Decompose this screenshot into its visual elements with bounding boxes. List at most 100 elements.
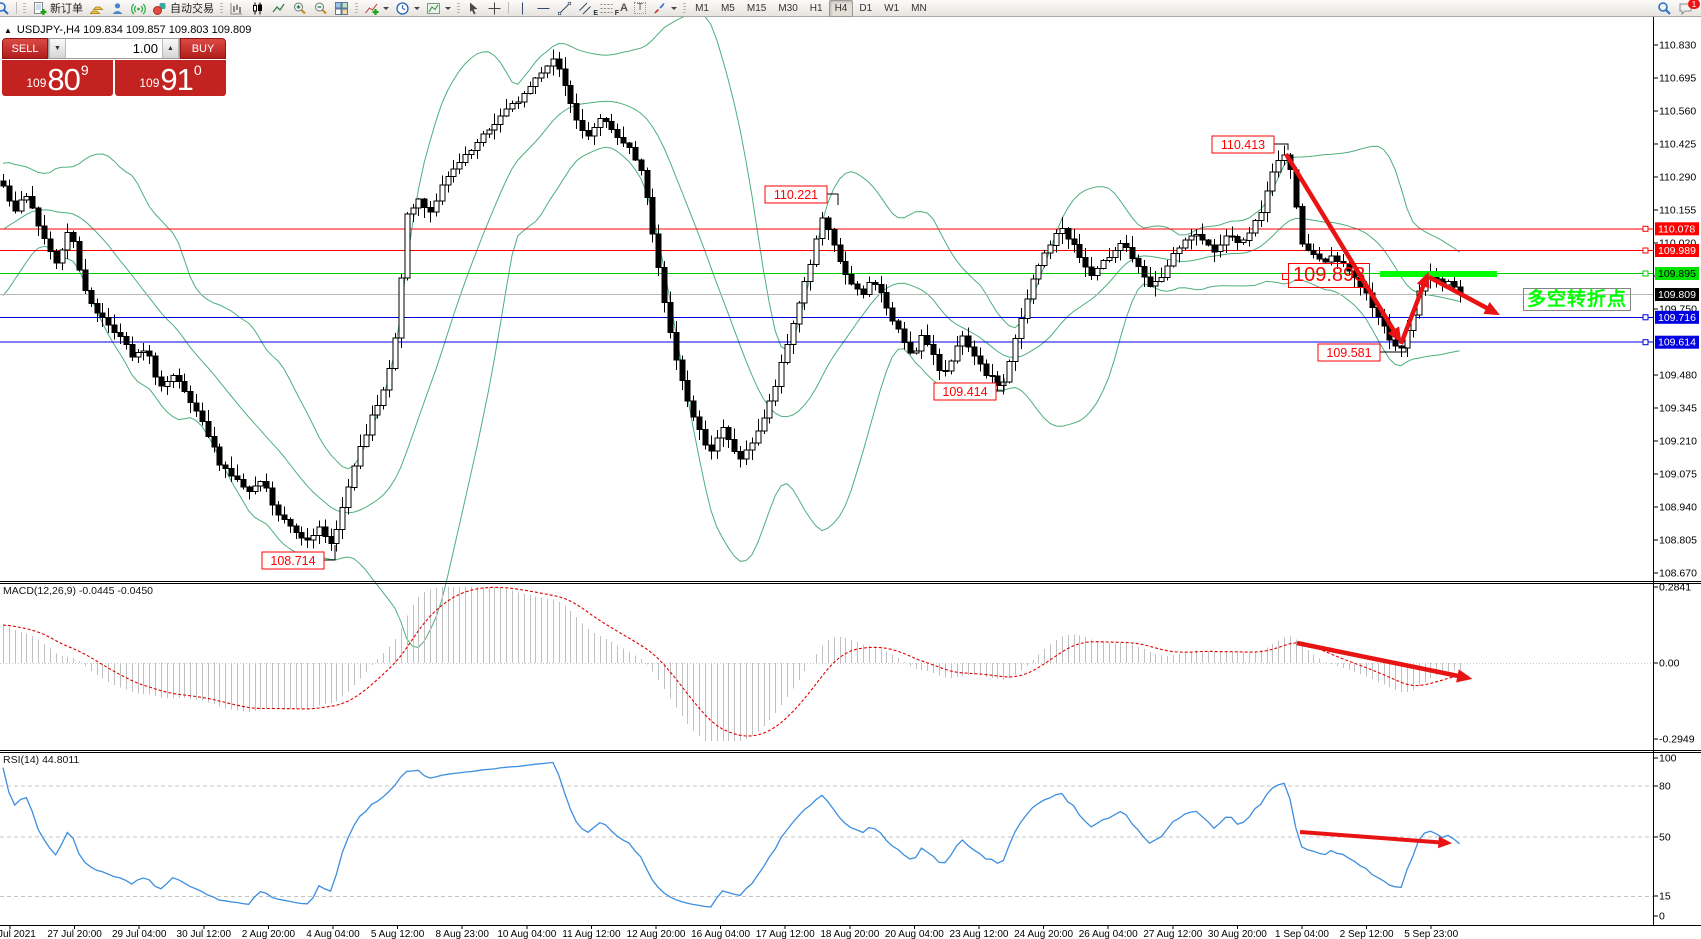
- chart-canvas[interactable]: 110.413 110.221 109.581 109.414 108.714 110.8…: [0, 17, 1701, 939]
- deposit-button[interactable]: [86, 0, 107, 16]
- autotrading-label: 自动交易: [170, 3, 214, 15]
- text-label-button[interactable]: T: [631, 0, 649, 16]
- trendline-button[interactable]: [554, 0, 575, 16]
- svg-text:15: 15: [1659, 891, 1671, 903]
- macd-indicator-title: MACD(12,26,9) -0.0445 -0.0450: [3, 585, 153, 597]
- svg-text:1 Sep 04:00: 1 Sep 04:00: [1275, 929, 1329, 939]
- sell-price-pips: 9: [80, 62, 89, 78]
- buy-price-display[interactable]: 109 91 0: [115, 60, 226, 96]
- sell-button[interactable]: SELL: [2, 38, 48, 59]
- zoom-in-icon: [294, 2, 306, 14]
- green-highlight-bar[interactable]: [1380, 271, 1497, 277]
- toolbar-grip: [355, 2, 358, 14]
- timeframe-mn-button[interactable]: MN: [911, 2, 927, 14]
- svg-text:5 Sep 23:00: 5 Sep 23:00: [1404, 929, 1458, 939]
- zoom-in-button[interactable]: [289, 0, 310, 16]
- pivot-price-annotation[interactable]: 109.893: [1281, 263, 1371, 288]
- svg-text:109.345: 109.345: [1659, 402, 1697, 414]
- timeframe-m15-button[interactable]: M15: [746, 2, 767, 14]
- line-chart-icon: [272, 3, 285, 12]
- trendline-icon: [557, 1, 571, 15]
- timeframe-h1-button[interactable]: H1: [809, 2, 823, 14]
- rsi-indicator-title: RSI(14) 44.8011: [3, 754, 80, 766]
- svg-text:109.581: 109.581: [1326, 346, 1371, 360]
- price-annotations[interactable]: 110.413 110.221 109.581 109.414 108.714: [261, 135, 1407, 570]
- toolbar-separator: [16, 2, 17, 14]
- chart-window: 110.413 110.221 109.581 109.414 108.714 110.8…: [0, 17, 1701, 939]
- macd-trend-arrow[interactable]: [1296, 640, 1473, 683]
- templates-button[interactable]: [423, 0, 454, 16]
- autotrading-button[interactable]: 自动交易: [149, 0, 217, 16]
- indicators-button[interactable]: [361, 0, 392, 16]
- channel-label: E: [593, 10, 598, 17]
- chart-candles-button[interactable]: [247, 0, 268, 16]
- main-toolbar: 新订单 自动交易: [0, 0, 1701, 17]
- svg-text:110.078: 110.078: [1658, 223, 1695, 235]
- time-axis[interactable]: 26 Jul 2021 27 Jul 20:00 29 Jul 04:00 30 Ju…: [0, 925, 1459, 939]
- horizontal-lines[interactable]: [0, 225, 1653, 346]
- timeframe-m5-button[interactable]: M5: [720, 2, 735, 14]
- chart-line-button[interactable]: [268, 0, 289, 16]
- volume-down-button[interactable]: ▼: [49, 39, 66, 58]
- periods-button[interactable]: [392, 0, 423, 16]
- trade-panel-controls: SELL ▼ ▲ BUY: [2, 38, 226, 59]
- timeframe-m1-button[interactable]: M1: [695, 2, 709, 14]
- crosshair-icon: [488, 2, 501, 14]
- horizontal-line-button[interactable]: [533, 0, 554, 16]
- svg-text:-0.2949: -0.2949: [1659, 734, 1695, 746]
- signals-button[interactable]: [128, 0, 149, 16]
- rsi-trend-arrow[interactable]: [1299, 830, 1452, 849]
- svg-text:110.155: 110.155: [1659, 205, 1696, 217]
- sell-price-display[interactable]: 109 80 9: [2, 60, 113, 96]
- text-tool-icon: A: [620, 2, 628, 14]
- candles: [0, 49, 1464, 552]
- trade-panel-prices: 109 80 9 109 91 0: [2, 60, 226, 96]
- svg-text:0.2841: 0.2841: [1659, 582, 1691, 594]
- volume-stepper: ▼ ▲: [48, 38, 180, 59]
- search-button[interactable]: [1654, 0, 1675, 16]
- svg-text:30 Jul 12:00: 30 Jul 12:00: [177, 929, 232, 939]
- toolbar-right: 1: [1654, 0, 1701, 16]
- vertical-line-button[interactable]: [512, 0, 533, 16]
- svg-text:80: 80: [1659, 781, 1671, 793]
- dropdown-caret-icon: [671, 6, 678, 10]
- clock-icon: [396, 1, 409, 15]
- shapes-button[interactable]: [649, 0, 680, 16]
- svg-text:2 Aug 20:00: 2 Aug 20:00: [242, 929, 296, 939]
- svg-text:16 Aug 04:00: 16 Aug 04:00: [691, 929, 750, 939]
- buy-button[interactable]: BUY: [180, 38, 226, 59]
- symbol-collapse-icon[interactable]: ▲: [4, 25, 12, 35]
- tile-windows-button[interactable]: [331, 0, 352, 16]
- annotation-note[interactable]: 多空转折点: [1523, 288, 1632, 311]
- svg-text:108.670: 108.670: [1659, 567, 1697, 579]
- fibonacci-button[interactable]: F: [596, 0, 619, 17]
- text-tool-button[interactable]: A: [617, 0, 631, 16]
- channel-button[interactable]: E: [575, 0, 598, 17]
- arrows-shapes-icon: [654, 2, 665, 14]
- crosshair-button[interactable]: [484, 0, 505, 16]
- community-button[interactable]: [107, 0, 128, 16]
- trend-arrows[interactable]: [1284, 152, 1500, 345]
- fibonacci-label: F: [614, 10, 619, 17]
- timeframe-d1-button[interactable]: D1: [859, 2, 873, 14]
- new-order-button[interactable]: 新订单: [29, 0, 86, 16]
- notifications-button[interactable]: 1: [1675, 0, 1700, 16]
- market-watch-button[interactable]: [0, 0, 13, 16]
- autotrading-icon: [153, 2, 166, 15]
- bollinger-bands: [2, 17, 1460, 648]
- template-icon: [427, 2, 440, 14]
- chart-bars-button[interactable]: [226, 0, 247, 16]
- cursor-button[interactable]: [463, 0, 484, 16]
- svg-text:109.716: 109.716: [1658, 312, 1696, 324]
- timeframe-h4-button[interactable]: H4: [828, 0, 854, 17]
- volume-up-button[interactable]: ▲: [162, 39, 179, 58]
- timeframe-w1-button[interactable]: W1: [884, 2, 900, 14]
- zoom-out-button[interactable]: [310, 0, 331, 16]
- channel-icon: [579, 2, 591, 14]
- volume-input[interactable]: [66, 39, 162, 58]
- magnifier-icon: [0, 1, 9, 15]
- timeframe-m30-button[interactable]: M30: [778, 2, 798, 14]
- price-axis[interactable]: 110.830 110.695 110.560 110.425 110.290 110.1…: [1653, 40, 1699, 923]
- indicators-icon: [365, 3, 379, 15]
